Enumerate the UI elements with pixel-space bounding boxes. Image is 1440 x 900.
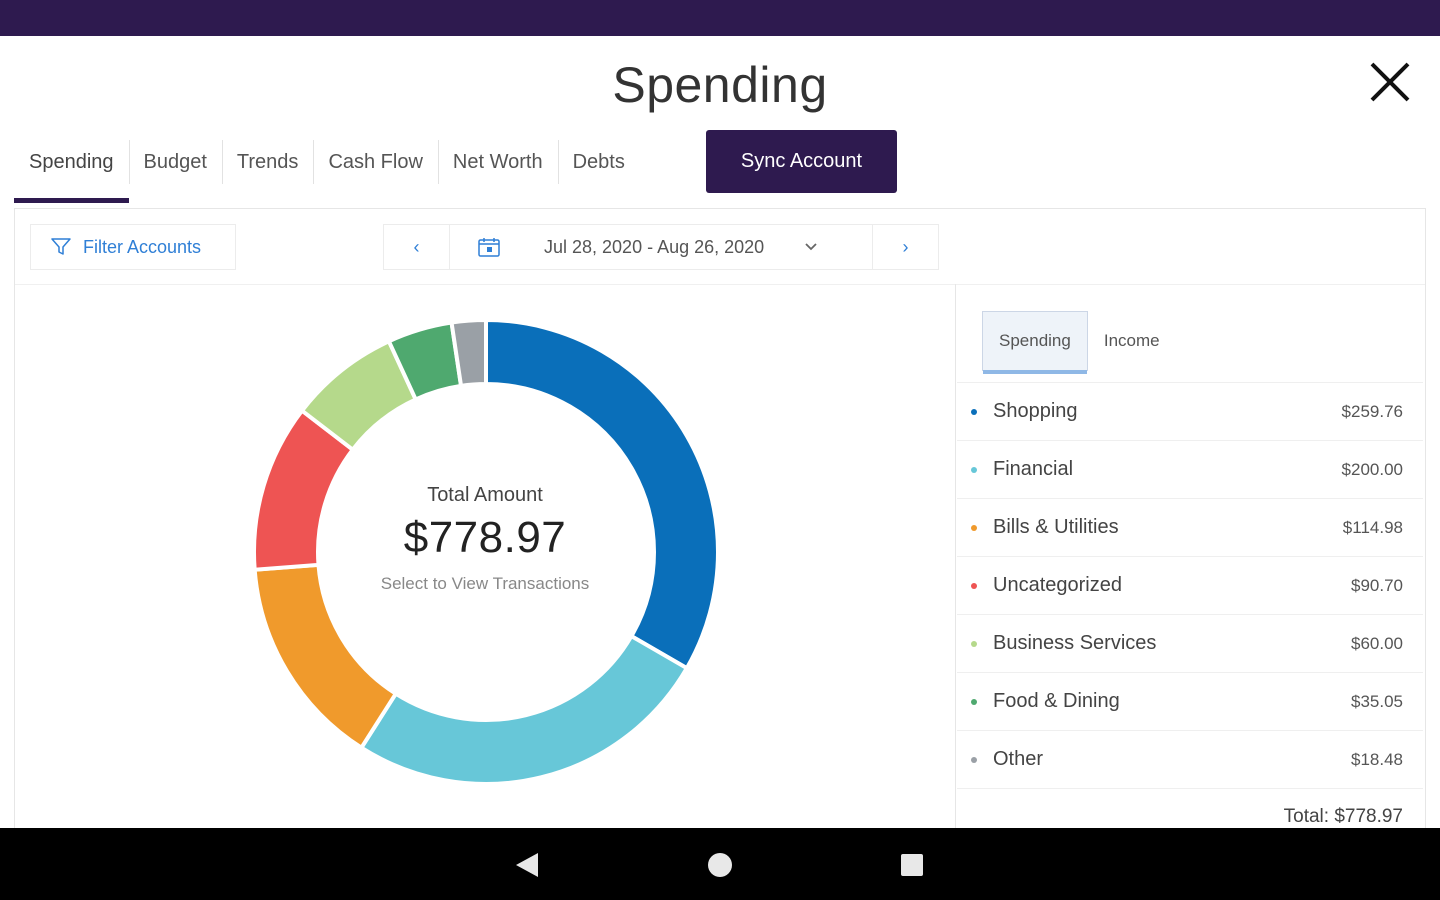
category-row-bills-utilities[interactable]: Bills & Utilities $114.98 bbox=[957, 498, 1423, 556]
category-list: Shopping $259.76 Financial $200.00 Bills… bbox=[957, 382, 1423, 828]
category-amount: $114.98 bbox=[1342, 517, 1403, 537]
category-row-business-services[interactable]: Business Services $60.00 bbox=[957, 614, 1423, 672]
donut-slice-shopping[interactable] bbox=[484, 317, 720, 671]
category-color-dot bbox=[971, 408, 977, 415]
category-color-dot bbox=[971, 524, 977, 531]
category-color-dot bbox=[971, 640, 977, 647]
category-amount: $200.00 bbox=[1341, 459, 1403, 479]
tab-cash-flow[interactable]: Cash Flow bbox=[313, 130, 437, 194]
category-name: Shopping bbox=[993, 400, 1078, 422]
category-name: Other bbox=[993, 748, 1044, 770]
category-row-shopping[interactable]: Shopping $259.76 bbox=[957, 382, 1423, 440]
filter-accounts-button[interactable]: Filter Accounts bbox=[30, 224, 236, 270]
filter-icon bbox=[51, 238, 71, 255]
category-name: Business Services bbox=[993, 632, 1157, 654]
page-title: Spending bbox=[612, 57, 828, 113]
total-amount-label: Total Amount bbox=[427, 484, 543, 506]
category-amount: $18.48 bbox=[1351, 749, 1403, 769]
category-name: Financial bbox=[993, 458, 1074, 480]
chevron-down-icon bbox=[805, 243, 817, 251]
next-period-button[interactable]: › bbox=[872, 225, 938, 269]
toolbar-divider bbox=[15, 284, 1425, 285]
category-total: Total: $778.97 bbox=[957, 788, 1423, 828]
category-amount: $259.76 bbox=[1341, 401, 1403, 421]
donut-slice-other[interactable] bbox=[449, 317, 488, 389]
total-amount-value: $778.97 bbox=[403, 513, 567, 562]
nav-home-button[interactable] bbox=[705, 850, 735, 880]
select-hint: Select to View Transactions bbox=[380, 574, 590, 593]
category-color-dot bbox=[971, 698, 977, 705]
tab-spending[interactable]: Spending bbox=[14, 130, 129, 203]
toggle-income[interactable]: Income bbox=[1103, 331, 1160, 350]
sync-account-button[interactable]: Sync Account bbox=[706, 130, 897, 193]
category-amount: $35.05 bbox=[1351, 691, 1403, 711]
nav-back-button[interactable] bbox=[512, 850, 542, 880]
home-circle-icon bbox=[708, 853, 732, 877]
category-name: Food & Dining bbox=[993, 690, 1120, 712]
column-divider bbox=[955, 284, 956, 829]
back-triangle-icon bbox=[516, 853, 538, 877]
tab-bar: Spending Budget Trends Cash Flow Net Wor… bbox=[14, 130, 640, 204]
date-range-selector[interactable]: Jul 28, 2020 - Aug 26, 2020 bbox=[450, 225, 872, 269]
toggle-spending[interactable]: Spending bbox=[982, 311, 1088, 374]
previous-period-button[interactable]: ‹ bbox=[384, 225, 450, 269]
status-bar bbox=[0, 0, 1440, 36]
tab-debts[interactable]: Debts bbox=[557, 130, 640, 194]
category-amount: $60.00 bbox=[1351, 633, 1403, 653]
filter-accounts-label: Filter Accounts bbox=[83, 236, 202, 257]
spending-donut-chart bbox=[252, 317, 720, 786]
date-range-label: Jul 28, 2020 - Aug 26, 2020 bbox=[544, 236, 765, 257]
category-amount: $90.70 bbox=[1351, 575, 1403, 595]
tab-net-worth[interactable]: Net Worth bbox=[437, 130, 558, 194]
nav-recents-button[interactable] bbox=[897, 850, 927, 880]
category-row-financial[interactable]: Financial $200.00 bbox=[957, 440, 1423, 498]
category-row-uncategorized[interactable]: Uncategorized $90.70 bbox=[957, 556, 1423, 614]
date-range-navigator: ‹ Jul 28, 2020 - Aug 26, 2020 › bbox=[383, 224, 939, 270]
category-color-dot bbox=[971, 582, 977, 589]
category-row-other[interactable]: Other $18.48 bbox=[957, 730, 1423, 788]
donut-center: Total Amount $778.97 Select to View Tran… bbox=[335, 484, 635, 595]
close-icon bbox=[1370, 62, 1410, 102]
donut-slice-financial[interactable] bbox=[358, 633, 690, 786]
close-button[interactable] bbox=[1366, 58, 1414, 106]
category-name: Bills & Utilities bbox=[993, 516, 1119, 538]
calendar-icon bbox=[478, 238, 500, 257]
content-panel bbox=[14, 208, 1426, 848]
category-color-dot bbox=[971, 466, 977, 473]
system-navigation-bar bbox=[0, 828, 1440, 900]
tab-budget[interactable]: Budget bbox=[128, 130, 222, 194]
tab-trends[interactable]: Trends bbox=[221, 130, 314, 194]
category-row-food-dining[interactable]: Food & Dining $35.05 bbox=[957, 672, 1423, 730]
category-name: Uncategorized bbox=[993, 574, 1122, 596]
recents-square-icon bbox=[901, 854, 923, 876]
spending-income-toggle: Spending Income bbox=[982, 311, 1176, 374]
category-color-dot bbox=[971, 756, 977, 763]
